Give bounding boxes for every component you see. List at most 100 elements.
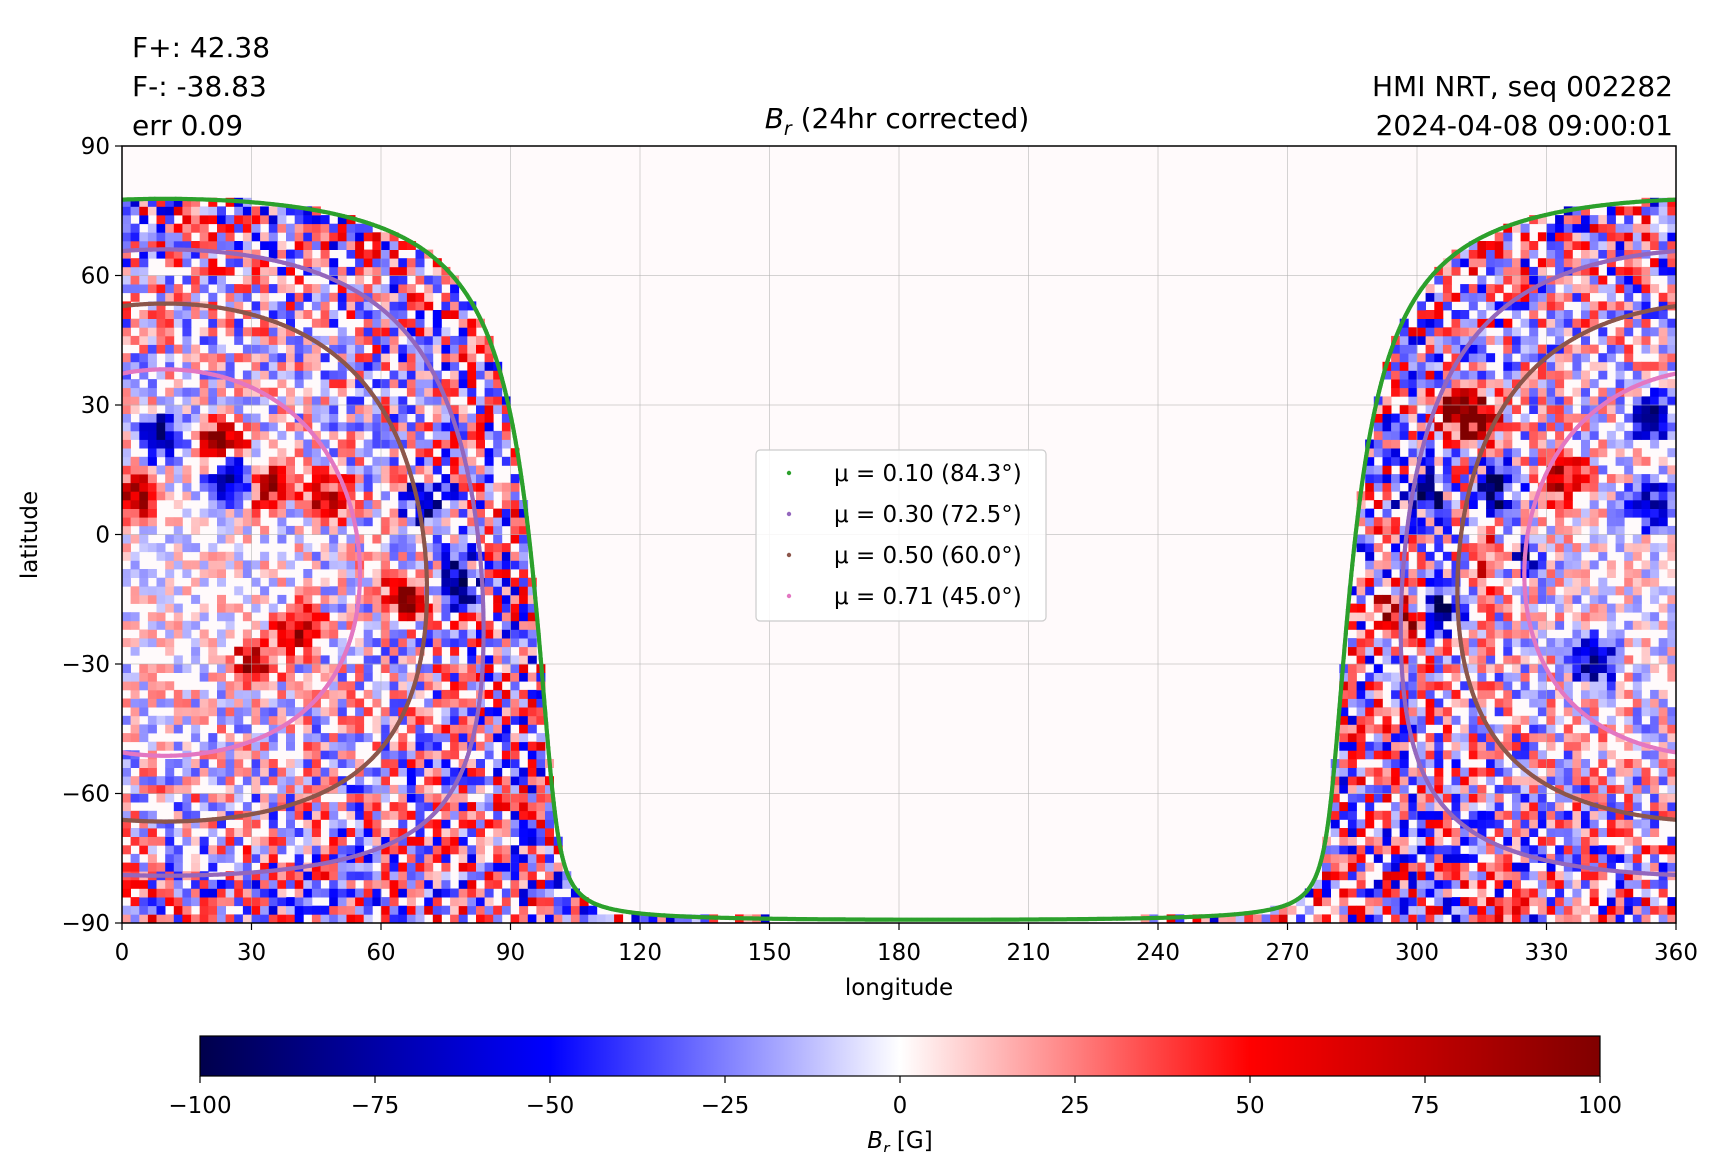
field-cell (1503, 465, 1513, 475)
field-cell (1632, 620, 1642, 630)
field-cell (432, 853, 442, 863)
field-cell (225, 422, 235, 432)
field-cell (519, 525, 529, 535)
field-cell (1615, 603, 1625, 613)
field-cell (1563, 422, 1573, 432)
field-cell (268, 465, 278, 475)
field-cell (536, 828, 546, 837)
field-cell (234, 689, 244, 699)
field-cell (225, 759, 235, 768)
field-cell (398, 819, 408, 829)
field-cell (484, 517, 494, 527)
field-cell (311, 733, 321, 743)
field-cell (424, 620, 434, 630)
field-cell (182, 448, 192, 458)
field-cell (1581, 629, 1590, 639)
field-cell (165, 422, 175, 432)
field-cell (1606, 776, 1616, 786)
field-cell (1391, 500, 1401, 509)
field-cell (191, 413, 201, 423)
field-cell (1572, 802, 1582, 812)
field-cell (389, 396, 399, 406)
field-cell (311, 500, 321, 509)
field-cell (242, 525, 252, 535)
field-cell (225, 707, 235, 717)
field-cell (1468, 405, 1478, 414)
field-cell (458, 776, 468, 786)
field-cell (1365, 672, 1375, 682)
field-cell (1658, 689, 1668, 699)
field-cell (415, 448, 425, 458)
field-cell (242, 491, 252, 501)
field-cell (1658, 759, 1668, 768)
field-cell (363, 853, 373, 863)
field-cell (1425, 802, 1435, 812)
field-cell (1650, 396, 1660, 406)
field-cell (1417, 508, 1426, 518)
field-cell (1460, 733, 1470, 743)
field-cell (165, 344, 175, 354)
field-cell (1632, 845, 1642, 855)
field-cell (320, 672, 330, 682)
field-cell (1503, 413, 1513, 423)
field-cell (1512, 836, 1521, 846)
field-cell (1581, 353, 1590, 363)
field-cell (1581, 810, 1590, 820)
field-cell (320, 620, 330, 630)
field-cell (1356, 879, 1366, 889)
field-cell (1555, 888, 1565, 898)
field-cell (432, 456, 442, 466)
field-cell (182, 569, 192, 578)
field-cell (1667, 551, 1676, 561)
field-cell (165, 698, 175, 708)
field-cell (182, 439, 192, 449)
field-cell (1356, 733, 1366, 743)
field-cell (165, 327, 175, 337)
field-cell (1667, 897, 1676, 907)
field-cell (355, 672, 365, 682)
field-cell (1486, 802, 1496, 812)
field-cell (1382, 810, 1392, 820)
field-cell (450, 810, 460, 820)
field-cell (1468, 836, 1478, 846)
field-cell (329, 810, 339, 820)
field-cell (1382, 724, 1392, 734)
field-cell (165, 776, 175, 786)
field-cell (346, 439, 356, 449)
field-cell (1425, 905, 1435, 915)
field-cell (234, 603, 244, 613)
field-cell (1546, 819, 1556, 829)
field-cell (1494, 707, 1504, 717)
field-cell (381, 405, 390, 414)
field-cell (363, 310, 373, 319)
field-cell (1555, 871, 1565, 881)
field-cell (536, 741, 546, 751)
field-cell (450, 292, 460, 302)
field-cell (432, 681, 442, 691)
field-cell (424, 344, 434, 354)
field-cell (493, 853, 503, 863)
field-cell (346, 741, 356, 751)
field-cell (519, 577, 529, 587)
field-cell (1581, 845, 1590, 855)
field-cell (130, 405, 140, 414)
field-cell (1399, 500, 1409, 509)
field-cell (139, 465, 149, 475)
field-cell (476, 638, 485, 648)
field-cell (242, 396, 252, 406)
field-cell (381, 379, 390, 389)
field-cell (1417, 871, 1426, 881)
field-cell (1598, 612, 1608, 622)
field-cell (268, 361, 278, 371)
field-cell (1442, 810, 1452, 820)
field-cell (1468, 379, 1478, 389)
field-cell (1572, 819, 1582, 829)
field-cell (406, 672, 416, 682)
field-cell (1512, 586, 1521, 596)
field-cell (406, 603, 416, 613)
field-cell (294, 853, 304, 863)
field-cell (527, 767, 537, 777)
field-cell (458, 888, 468, 898)
field-cell (1434, 292, 1444, 302)
field-cell (337, 905, 347, 915)
